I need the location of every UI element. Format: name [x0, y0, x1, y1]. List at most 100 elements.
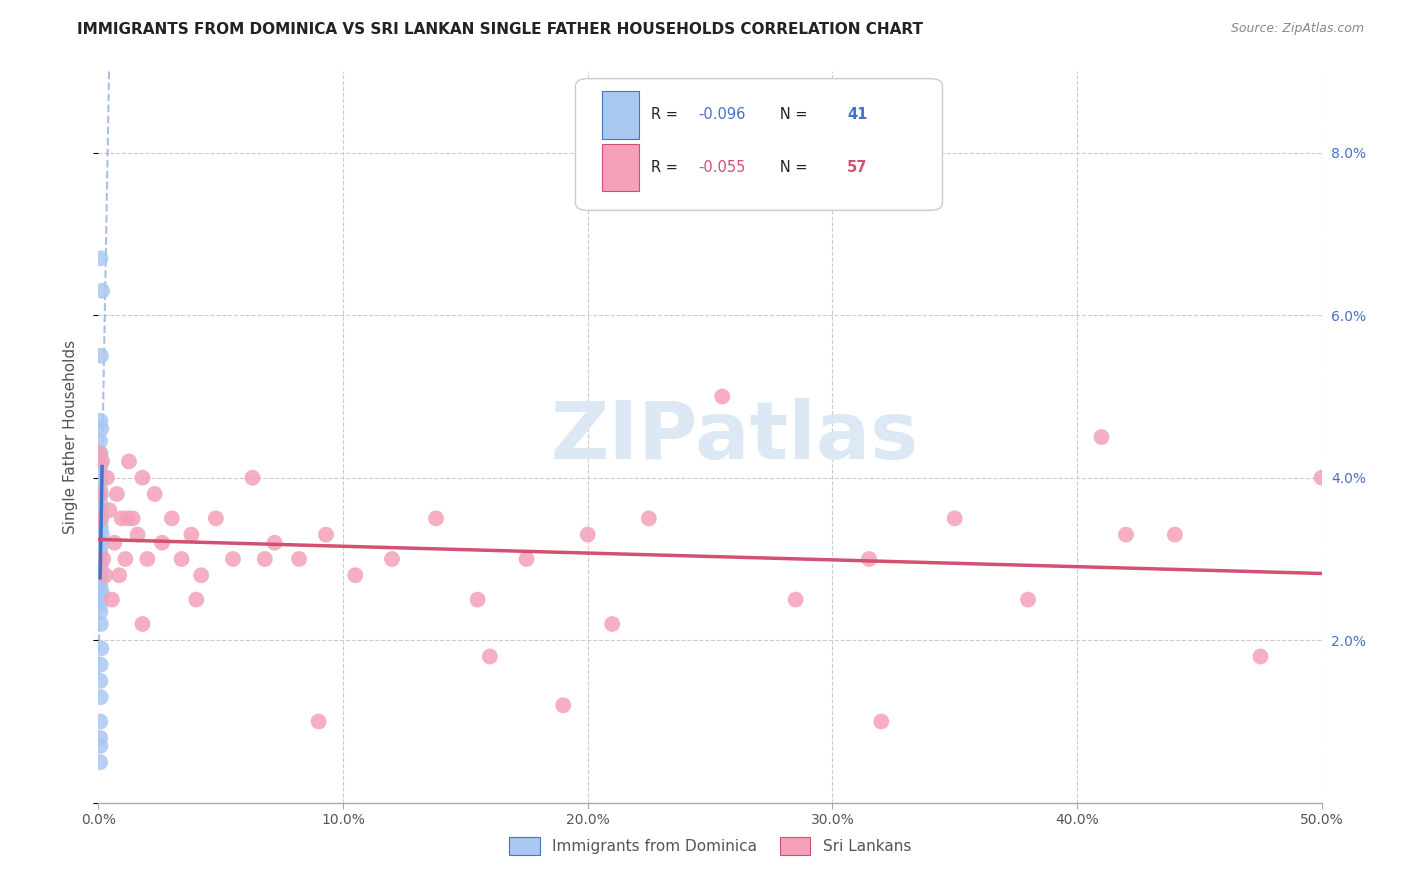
Point [91, 284, 114, 298]
Point [1249, 649, 1271, 664]
Point [170, 552, 193, 566]
Point [90, 617, 112, 632]
Point [858, 552, 880, 566]
Point [114, 552, 136, 566]
Point [222, 552, 245, 566]
Legend: Immigrants from Dominica, Sri Lankans: Immigrants from Dominica, Sri Lankans [503, 831, 917, 861]
Point [242, 471, 264, 485]
Point [515, 552, 537, 566]
Point [90, 467, 112, 481]
Point [870, 714, 893, 729]
Text: N =: N = [766, 107, 813, 122]
Point [186, 592, 208, 607]
Point [89, 487, 111, 501]
Text: N =: N = [766, 160, 813, 175]
Text: 57: 57 [846, 160, 868, 175]
Point [90, 641, 112, 656]
Point [381, 552, 404, 566]
Point [111, 511, 134, 525]
Point [89, 252, 111, 266]
Point [127, 527, 149, 541]
Point [131, 471, 153, 485]
Point [131, 617, 153, 632]
Point [89, 544, 111, 558]
Point [1310, 471, 1333, 485]
Point [150, 535, 173, 549]
Point [89, 458, 111, 473]
Point [90, 503, 112, 517]
Point [89, 597, 111, 611]
Point [143, 487, 166, 501]
Point [89, 714, 111, 729]
Point [1164, 527, 1187, 541]
Point [90, 657, 112, 672]
Point [89, 581, 111, 595]
Point [90, 511, 112, 525]
Point [1017, 592, 1039, 607]
Point [89, 673, 111, 688]
Point [90, 422, 112, 436]
Point [90, 446, 112, 460]
Point [90, 489, 112, 503]
Point [98, 503, 121, 517]
Point [90, 558, 112, 573]
Point [96, 471, 118, 485]
Point [1090, 430, 1112, 444]
Point [344, 568, 367, 582]
Point [89, 568, 111, 582]
Text: 41: 41 [846, 107, 868, 122]
Point [91, 552, 114, 566]
Text: ZIPatlas: ZIPatlas [550, 398, 918, 476]
Point [478, 649, 501, 664]
Point [425, 511, 447, 525]
Point [90, 521, 112, 535]
Point [89, 446, 111, 460]
Point [288, 552, 311, 566]
Point [118, 454, 141, 468]
Y-axis label: Single Father Households: Single Father Households [63, 340, 77, 534]
Point [943, 511, 966, 525]
Point [89, 548, 111, 562]
Point [785, 592, 807, 607]
Point [89, 516, 111, 530]
Point [90, 349, 112, 363]
Point [136, 552, 159, 566]
Text: Source: ZipAtlas.com: Source: ZipAtlas.com [1230, 22, 1364, 36]
Point [90, 527, 112, 541]
Point [89, 739, 111, 753]
Point [89, 605, 111, 619]
Point [308, 714, 330, 729]
Point [263, 535, 285, 549]
Point [89, 434, 111, 449]
Point [467, 592, 489, 607]
Text: R =: R = [651, 107, 683, 122]
Point [89, 591, 111, 605]
Point [101, 592, 124, 607]
Text: IMMIGRANTS FROM DOMINICA VS SRI LANKAN SINGLE FATHER HOUSEHOLDS CORRELATION CHAR: IMMIGRANTS FROM DOMINICA VS SRI LANKAN S… [77, 22, 924, 37]
Bar [602, 144, 640, 191]
FancyBboxPatch shape [575, 78, 942, 211]
Point [205, 511, 228, 525]
Point [711, 389, 734, 403]
Point [89, 540, 111, 554]
Point [1115, 527, 1137, 541]
Point [117, 511, 139, 525]
Point [160, 511, 183, 525]
Text: R =: R = [651, 160, 683, 175]
Point [553, 698, 575, 713]
Point [89, 755, 111, 769]
Point [637, 511, 661, 525]
Point [576, 527, 599, 541]
Bar [602, 91, 640, 138]
Text: -0.096: -0.096 [697, 107, 745, 122]
Point [90, 509, 112, 524]
Point [90, 553, 112, 567]
Point [103, 535, 125, 549]
Point [108, 568, 131, 582]
Point [89, 497, 111, 511]
Point [121, 511, 143, 525]
Point [90, 534, 112, 549]
Point [190, 568, 212, 582]
Point [89, 483, 111, 497]
Point [253, 552, 276, 566]
